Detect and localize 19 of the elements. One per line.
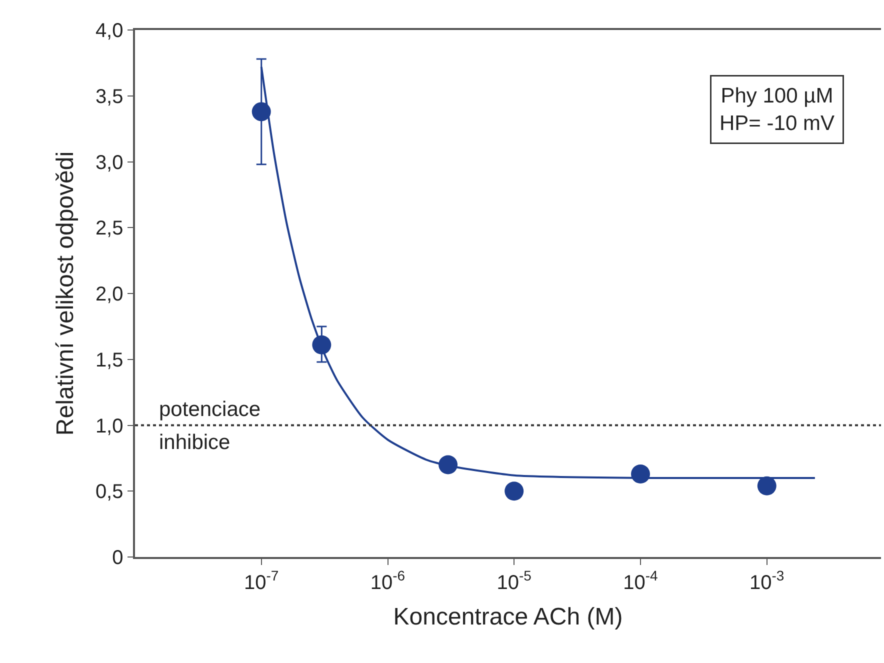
y-tick-label: 0 <box>112 547 124 569</box>
y-tick-label: 1,5 <box>95 349 124 372</box>
annotation: inhibice <box>159 431 230 454</box>
y-tick-label: 4,0 <box>95 20 124 42</box>
x-tick-label: 10$^{-5}$ <box>496 567 532 594</box>
x-tick-label: 10$^{-6}$ <box>370 567 406 594</box>
y-axis-title: Relativní velikost odpovědi <box>52 151 80 436</box>
x-tick-label: 10$^{-7}$ <box>244 567 279 594</box>
x-axis-title: Koncentrace ACh (M) <box>393 604 623 631</box>
y-tick-label: 1,0 <box>95 415 124 438</box>
y-tick-label: 2,0 <box>95 284 124 306</box>
y-tick-label: 2,5 <box>95 218 124 240</box>
annotation: potenciace <box>159 398 261 421</box>
y-tick-label: 3,0 <box>95 152 124 174</box>
x-tick-label: 10$^{-3}$ <box>750 567 784 594</box>
annotation: Phy 100 µM HP= -10 mV <box>720 84 834 135</box>
y-tick-label: 0,5 <box>95 481 124 504</box>
y-tick-label: 3,5 <box>95 86 124 108</box>
x-tick-label: 10$^{-4}$ <box>623 567 658 594</box>
